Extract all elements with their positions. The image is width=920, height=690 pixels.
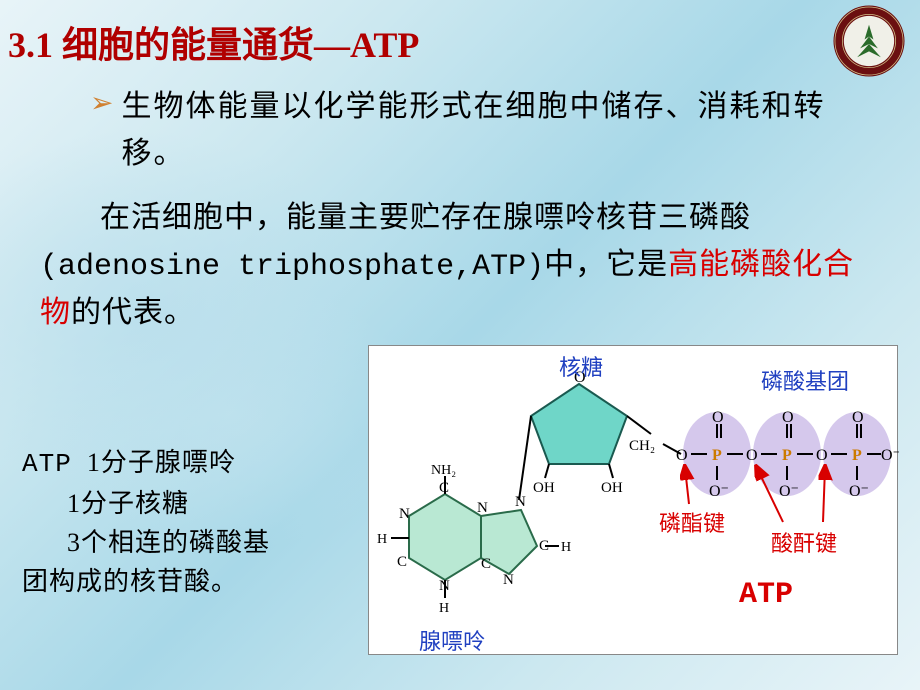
- svg-text:N: N: [503, 572, 514, 588]
- lower-region: ATP 1分子腺嘌呤 1分子核糖 3个相连的磷酸基 团构成的核苷酸。 O: [0, 345, 920, 665]
- label-phosphoester-bond: 磷酯键: [659, 506, 725, 538]
- atp-line4: 团构成的核苷酸。: [22, 567, 238, 596]
- atp-line1: 1分子腺嘌呤: [87, 448, 236, 477]
- svg-text:O: O: [676, 447, 688, 464]
- svg-text:H: H: [561, 540, 571, 555]
- svg-text:C: C: [481, 556, 491, 572]
- svg-text:O⁻: O⁻: [849, 483, 869, 500]
- svg-text:O⁻: O⁻: [709, 483, 729, 500]
- svg-text:O⁻: O⁻: [779, 483, 799, 500]
- university-logo: [832, 4, 906, 78]
- atp-line3: 3个相连的磷酸基: [67, 528, 270, 557]
- svg-text:NH₂: NH₂: [431, 463, 456, 478]
- label-atp: ATP: [739, 578, 793, 612]
- svg-text:N: N: [477, 500, 488, 516]
- svg-text:C: C: [397, 554, 407, 570]
- svg-text:O: O: [746, 447, 758, 464]
- svg-text:O: O: [816, 447, 828, 464]
- bullet-block: ➢ 生物体能量以化学能形式在细胞中储存、消耗和转移。: [0, 78, 920, 177]
- para-paren: (adenosine triphosphate,ATP): [40, 250, 544, 284]
- atp-head: ATP: [22, 449, 72, 479]
- svg-text:OH: OH: [533, 480, 555, 496]
- title-row: 3.1 细胞的能量通货—ATP: [0, 0, 920, 78]
- section-title: 3.1 细胞的能量通货—ATP: [8, 16, 419, 68]
- slide-content: 3.1 细胞的能量通货—ATP ➢ 生物体能量以化学能形式在细胞中储存、消耗和转…: [0, 0, 920, 690]
- svg-text:H: H: [377, 532, 387, 547]
- svg-text:CH₂: CH₂: [629, 438, 655, 454]
- svg-text:P: P: [782, 447, 792, 464]
- atp-line2: 1分子核糖: [67, 489, 189, 518]
- para-lead: 在活细胞中，能量主要贮存在腺嘌呤核苷三磷酸: [40, 195, 751, 242]
- svg-text:O: O: [782, 409, 794, 426]
- svg-text:O: O: [712, 409, 724, 426]
- svg-text:P: P: [712, 447, 722, 464]
- bullet-marker-icon: ➢: [90, 84, 113, 123]
- svg-text:OH: OH: [601, 480, 623, 496]
- para-tail: 的代表。: [71, 296, 195, 329]
- svg-text:N: N: [399, 506, 410, 522]
- para-mid: 中，它是: [544, 248, 668, 281]
- svg-text:O: O: [852, 409, 864, 426]
- svg-text:O⁻: O⁻: [881, 447, 899, 464]
- ribose-ring: O OH OH CH₂: [519, 369, 681, 500]
- svg-text:N: N: [515, 494, 526, 510]
- label-ribose: 核糖: [559, 350, 603, 382]
- svg-text:P: P: [852, 447, 862, 464]
- atp-structure-diagram: O OH OH CH₂ N C N: [368, 345, 898, 655]
- main-paragraph: 在活细胞中，能量主要贮存在腺嘌呤核苷三磷酸 (adenosine triphos…: [0, 177, 920, 337]
- label-adenine: 腺嘌呤: [419, 624, 485, 656]
- label-phosphate-group: 磷酸基团: [761, 364, 849, 396]
- atp-composition: ATP 1分子腺嘌呤 1分子核糖 3个相连的磷酸基 团构成的核苷酸。: [22, 443, 352, 601]
- bullet-text: 生物体能量以化学能形式在细胞中储存、消耗和转移。: [121, 84, 860, 177]
- bullet-line: ➢ 生物体能量以化学能形式在细胞中储存、消耗和转移。: [90, 84, 860, 177]
- label-anhydride-bond: 酸酐键: [771, 526, 837, 558]
- svg-text:H: H: [439, 601, 449, 616]
